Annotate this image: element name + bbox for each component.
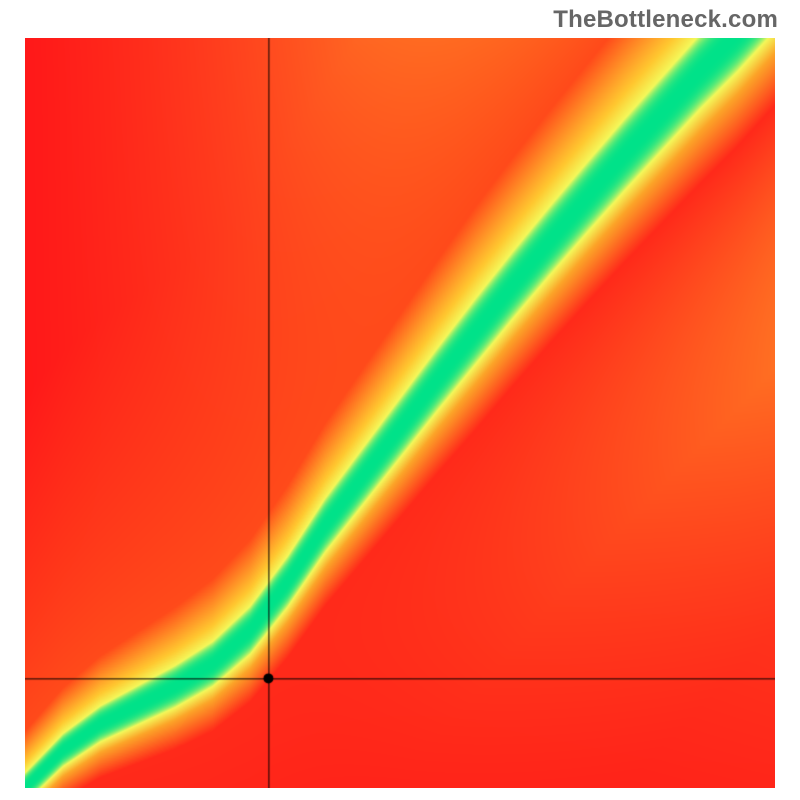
heatmap-plot <box>25 38 775 788</box>
chart-container: TheBottleneck.com <box>0 0 800 800</box>
watermark-text: TheBottleneck.com <box>553 6 778 34</box>
heatmap-canvas <box>25 38 775 788</box>
